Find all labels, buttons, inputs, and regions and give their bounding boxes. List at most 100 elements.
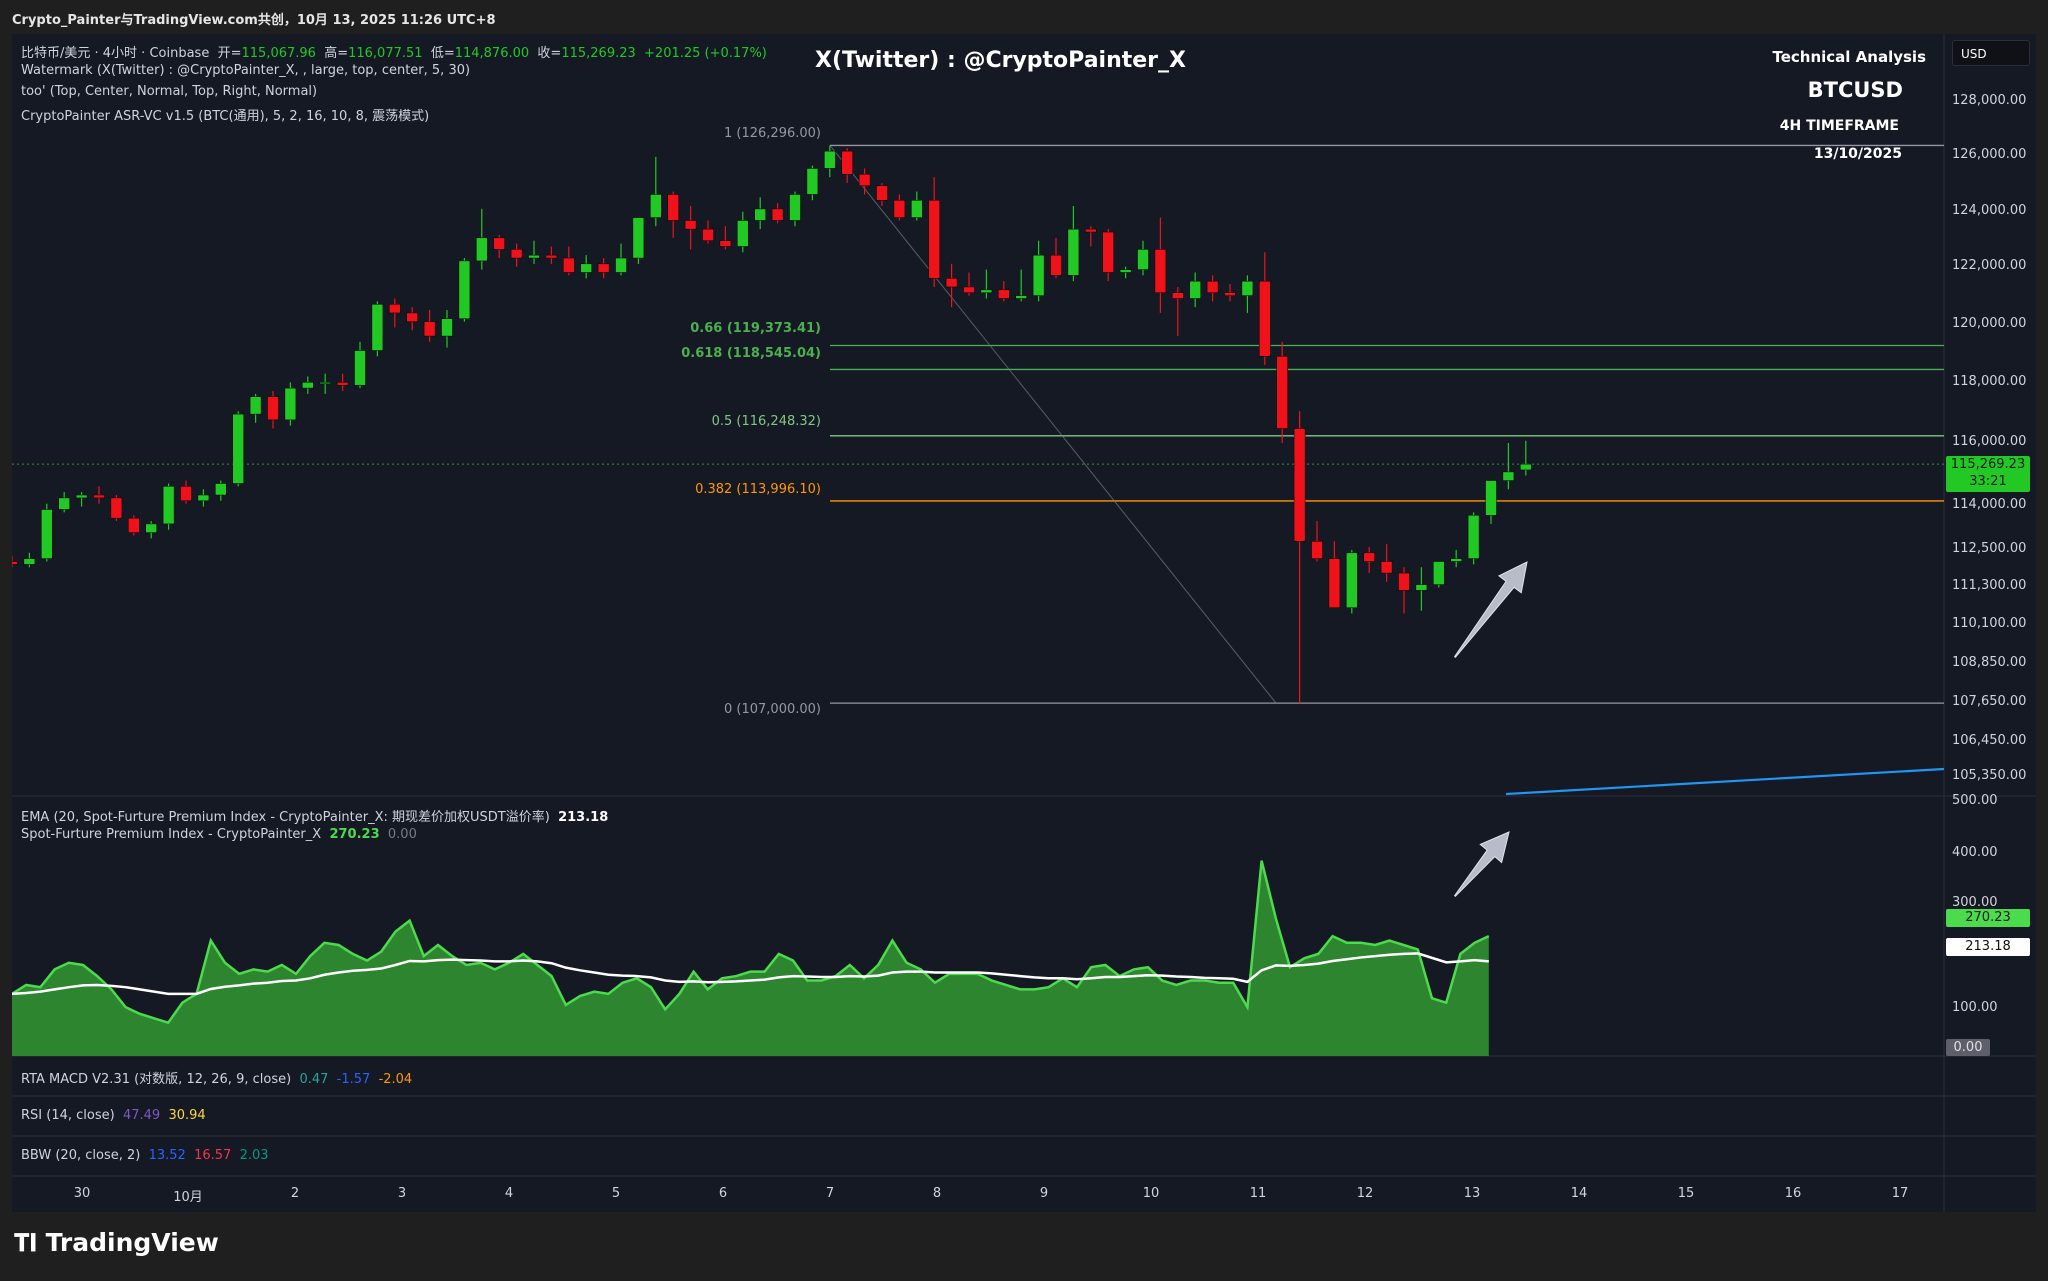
open-value: 115,067.96 xyxy=(241,46,316,61)
watermark-indicator-legend[interactable]: Watermark (X(Twitter) : @CryptoPainter_X… xyxy=(21,63,471,78)
time-tick: 16 xyxy=(1784,1186,1802,1201)
last-price-value: 115,269.23 xyxy=(1950,457,2026,472)
candle-body xyxy=(1485,480,1497,516)
rsi-pane-legend[interactable]: RSI (14, close) 47.49 30.94 xyxy=(21,1108,206,1123)
candle-body xyxy=(667,194,679,221)
time-tick: 4 xyxy=(504,1186,514,1201)
fib-label-1: 1 (126,296.00) xyxy=(724,126,821,141)
candle-body xyxy=(580,263,592,273)
blue-trendline xyxy=(1505,767,1945,796)
candle-body xyxy=(1433,561,1445,585)
candle-body xyxy=(354,350,366,386)
open-label: 开= xyxy=(217,46,242,61)
fib-label-0618: 0.618 (118,545.04) xyxy=(681,346,821,361)
macd-value-3: -2.04 xyxy=(378,1072,413,1087)
watermark-text: X(Twitter) : @CryptoPainter_X xyxy=(815,48,1186,73)
fib-label-0: 0 (107,000.00) xyxy=(724,702,821,717)
candle-body xyxy=(528,254,540,259)
too-indicator-legend[interactable]: too' (Top, Center, Normal, Top, Right, N… xyxy=(21,84,318,99)
indicator-tick: 100.00 xyxy=(1952,1000,1998,1015)
ema-legend[interactable]: EMA (20, Spot-Furture Premium Index - Cr… xyxy=(21,806,608,825)
bbw-pane-legend[interactable]: BBW (20, close, 2) 13.52 16.57 2.03 xyxy=(21,1148,269,1163)
candle-body xyxy=(771,208,784,221)
symbol-legend[interactable]: 比特币/美元 · 4小时 · Coinbase 开=115,067.96 高=1… xyxy=(21,42,767,61)
bar-countdown: 33:21 xyxy=(1969,474,2007,489)
time-tick: 5 xyxy=(611,1186,621,1201)
ema-legend-value: 213.18 xyxy=(558,810,609,825)
candle-body xyxy=(754,208,766,221)
time-tick: 11 xyxy=(1249,1186,1267,1201)
price-axis-bg xyxy=(1944,34,2036,1212)
time-tick: 7 xyxy=(825,1186,835,1201)
candle-body xyxy=(510,249,523,259)
fib-text-1: 1 (126,296.00) xyxy=(724,126,821,141)
premium-legend-label: Spot-Furture Premium Index - CryptoPaint… xyxy=(21,827,322,842)
rsi-value-2: 30.94 xyxy=(168,1108,206,1123)
candle-body xyxy=(145,523,157,533)
candle-body xyxy=(180,486,192,502)
time-tick: 12 xyxy=(1356,1186,1374,1201)
branding-text: TradingView xyxy=(45,1228,219,1257)
currency-button[interactable]: USD xyxy=(1952,40,2030,66)
rsi-label: RSI (14, close) xyxy=(21,1108,115,1123)
price-tick: 110,100.00 xyxy=(1952,616,2027,631)
premium-index-legend[interactable]: Spot-Furture Premium Index - CryptoPaint… xyxy=(21,827,417,842)
low-value: 114,876.00 xyxy=(454,46,530,61)
price-tick: 107,650.00 xyxy=(1952,694,2027,709)
candle-body xyxy=(789,194,801,221)
low-label: 低= xyxy=(430,46,455,61)
candle-body xyxy=(197,494,210,502)
asr-indicator-legend[interactable]: CryptoPainter ASR-VC v1.5 (BTC(通用), 5, 2… xyxy=(21,109,430,124)
candle-body xyxy=(1380,561,1393,574)
candle-body xyxy=(1293,428,1306,542)
candle-body xyxy=(702,228,714,241)
time-tick: 14 xyxy=(1570,1186,1588,1201)
candle-body xyxy=(876,185,888,201)
rsi-value-1: 47.49 xyxy=(122,1108,161,1123)
ta-timeframe: 4H TIMEFRAME xyxy=(1779,118,1899,134)
time-tick: 6 xyxy=(718,1186,728,1201)
candle-body xyxy=(1189,280,1201,299)
macd-pane-legend[interactable]: RTA MACD V2.31 (对数版, 12, 26, 9, close) 0… xyxy=(21,1068,412,1087)
candle-body xyxy=(162,486,175,525)
ema-value-tag: 213.18 xyxy=(1946,938,2030,956)
chart-canvas[interactable] xyxy=(12,34,2036,1212)
candle-body xyxy=(371,304,384,351)
time-tick: 10月 xyxy=(173,1190,203,1205)
candle-body xyxy=(493,237,505,250)
ema-legend-label: EMA (20, Spot-Furture Premium Index - Cr… xyxy=(21,810,550,825)
candle-body xyxy=(41,509,53,559)
candle-body xyxy=(1085,228,1097,233)
last-price-tag: 115,269.23 33:21 xyxy=(1946,456,2030,492)
price-tick: 108,850.00 xyxy=(1952,655,2027,670)
tv-logo-icon: 𝐓𝐈 xyxy=(14,1229,37,1257)
macd-value-2: -1.57 xyxy=(336,1072,371,1087)
close-value: 115,269.23 xyxy=(561,46,636,61)
time-tick: 30 xyxy=(73,1186,91,1201)
candle-body xyxy=(1415,584,1428,591)
candle-body xyxy=(1241,280,1254,296)
zero-value-tag: 0.00 xyxy=(1946,1039,1990,1056)
price-tick: 120,000.00 xyxy=(1952,316,2027,331)
candle-body xyxy=(1328,558,1341,608)
time-tick: 15 xyxy=(1677,1186,1695,1201)
time-tick: 8 xyxy=(932,1186,942,1201)
title-bar: Crypto_Painter与TradingView.com共创，10月 13,… xyxy=(0,0,2048,34)
time-tick: 9 xyxy=(1039,1186,1049,1201)
candle-body xyxy=(232,413,244,484)
fib-trend-line xyxy=(829,145,1277,704)
candle-body xyxy=(1520,463,1532,471)
premium-value-tag: 270.23 xyxy=(1946,909,2030,927)
candle-body xyxy=(719,240,732,247)
tradingview-logo[interactable]: 𝐓𝐈 TradingView xyxy=(14,1228,219,1257)
indicator-tick: 500.00 xyxy=(1952,793,1998,808)
time-tick: 10 xyxy=(1142,1186,1160,1201)
high-label: 高= xyxy=(324,46,349,61)
candle-body xyxy=(1224,292,1236,296)
candle-body xyxy=(615,257,627,273)
fib-text-066: 0.66 (119,373.41) xyxy=(690,321,821,336)
candle-body xyxy=(737,220,749,247)
candle-body xyxy=(1450,558,1462,562)
up-arrow-indicator xyxy=(1453,831,1510,898)
price-tick: 128,000.00 xyxy=(1952,93,2027,108)
